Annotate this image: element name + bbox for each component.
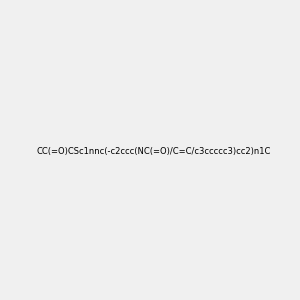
Text: CC(=O)CSc1nnc(-c2ccc(NC(=O)/C=C/c3ccccc3)cc2)n1C: CC(=O)CSc1nnc(-c2ccc(NC(=O)/C=C/c3ccccc3…: [37, 147, 271, 156]
